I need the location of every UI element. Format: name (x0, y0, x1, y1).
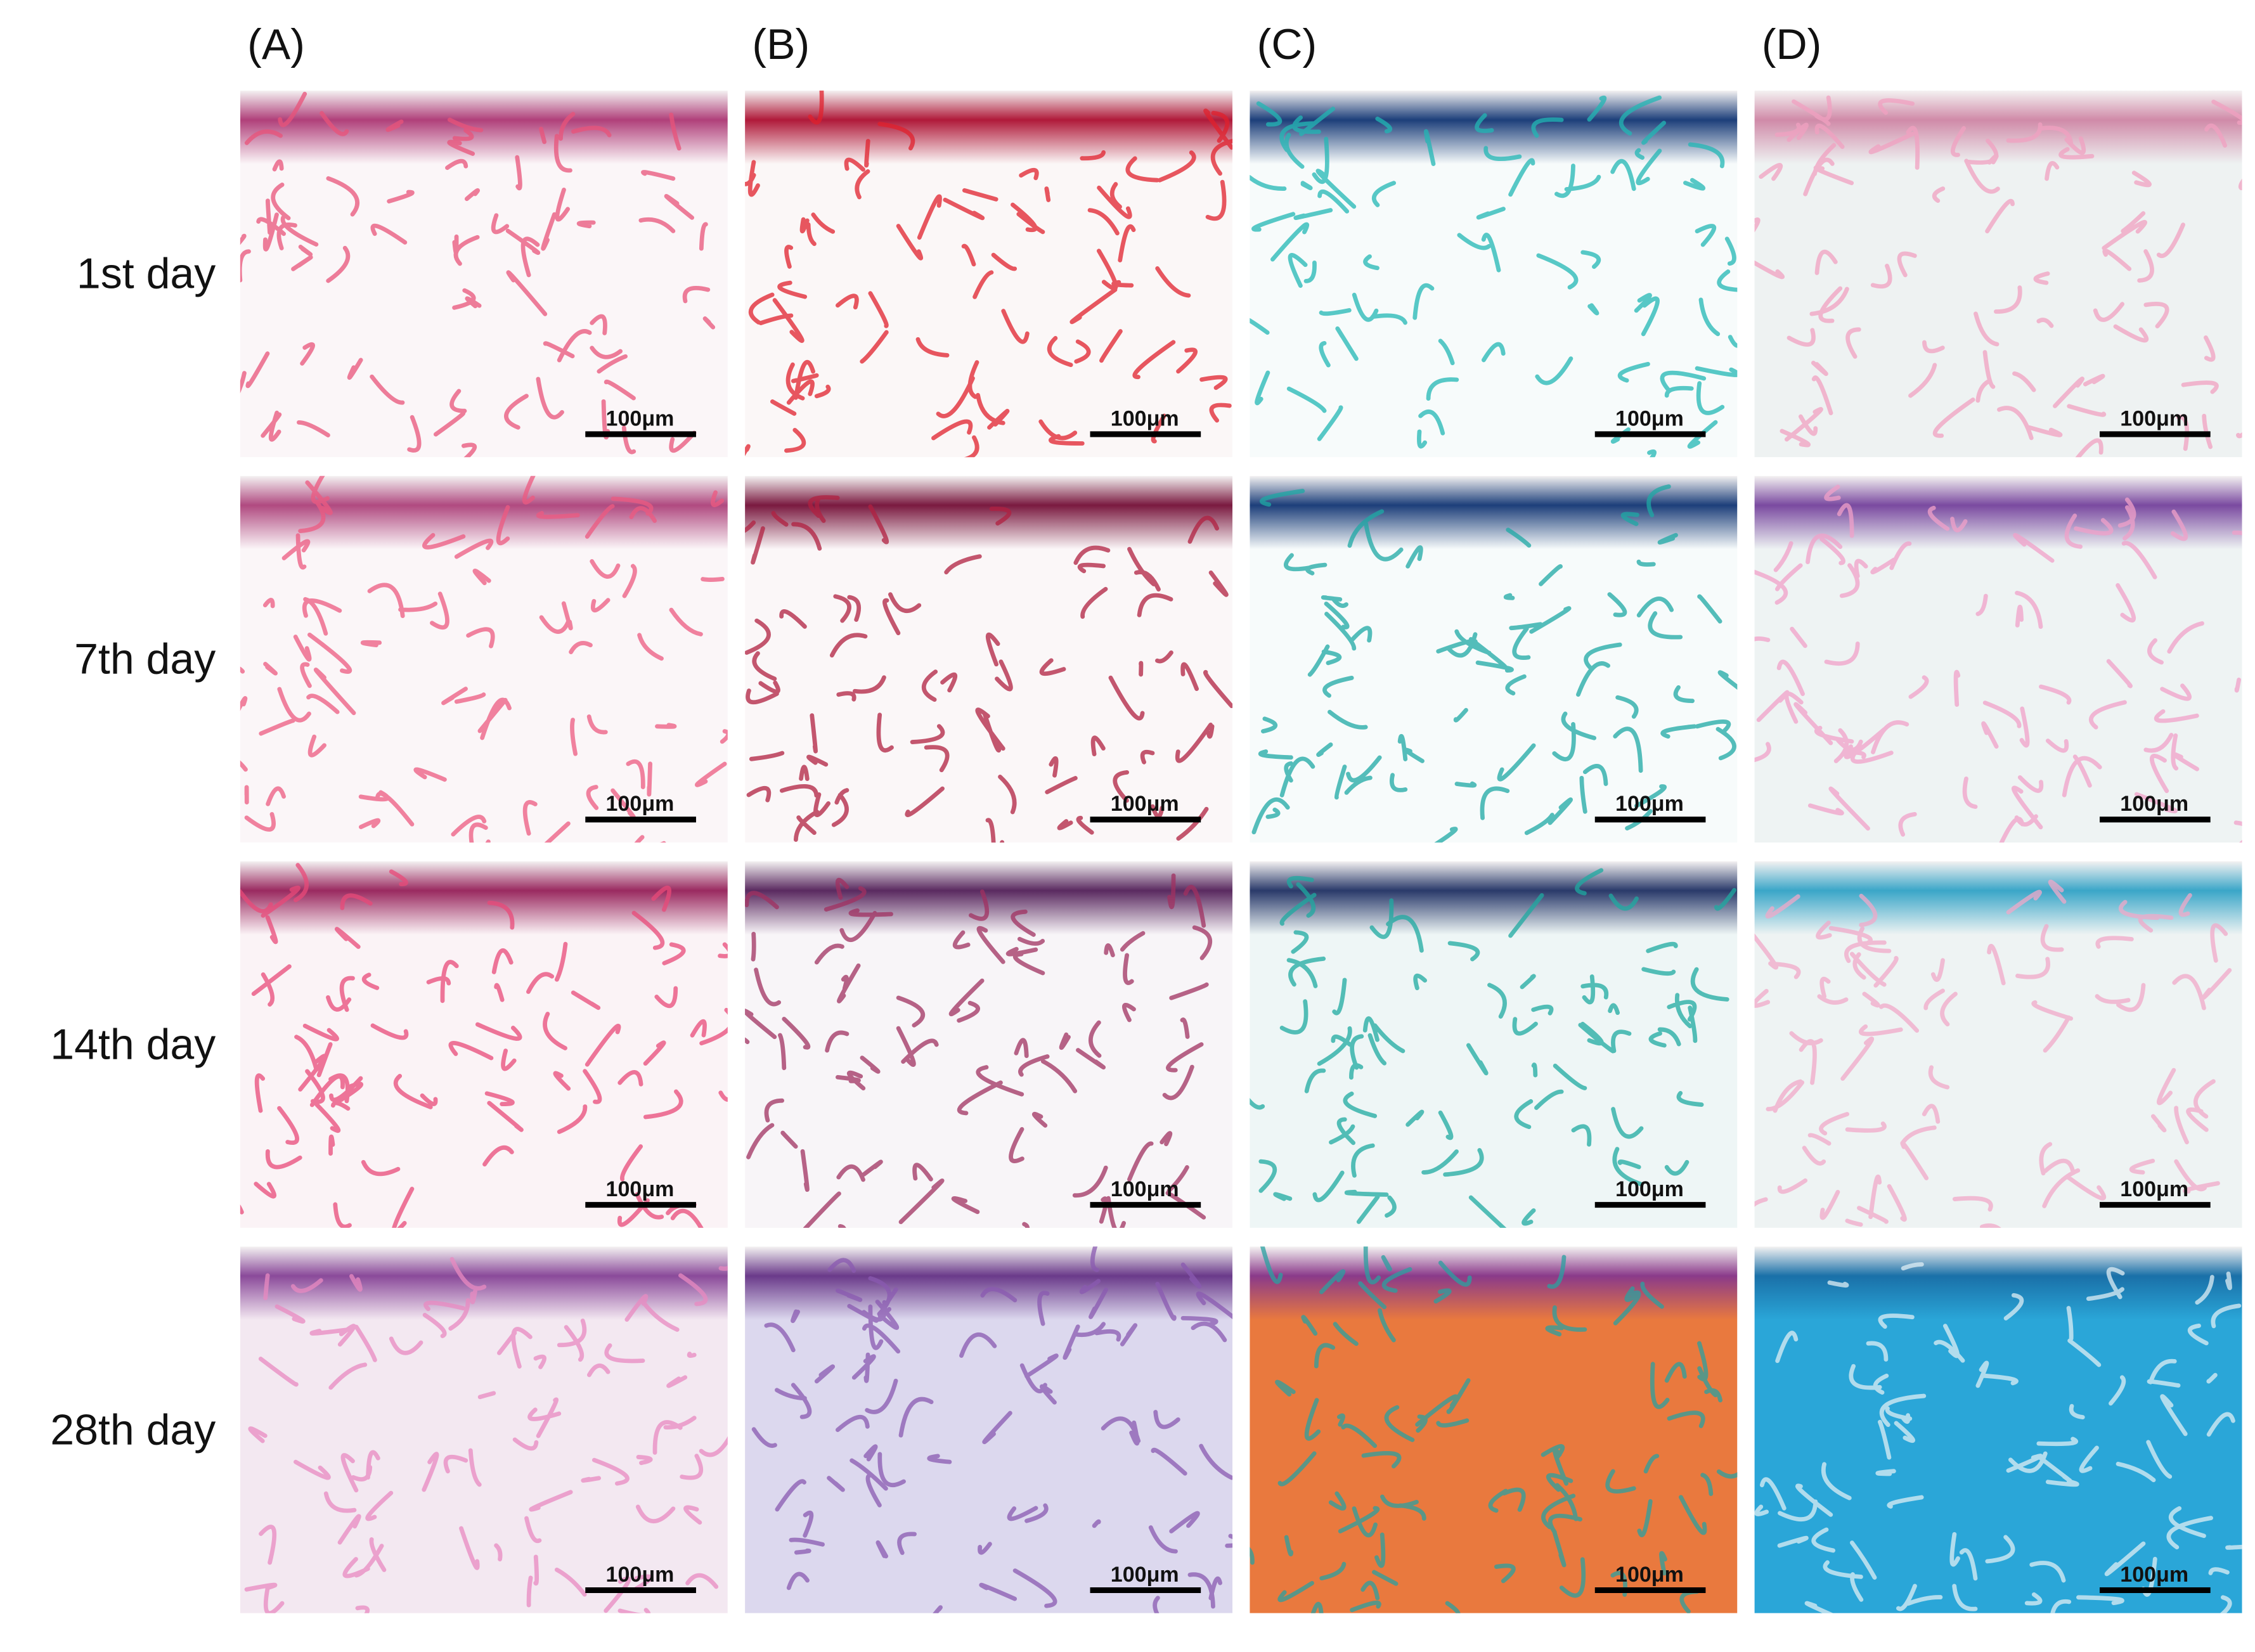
scale-bar-label: 100μm (2120, 1177, 2188, 1201)
micrograph: 100μm (240, 861, 728, 1228)
micrograph: 100μm (1250, 861, 1738, 1228)
micrograph-background (1250, 90, 1738, 458)
micrograph-background (240, 90, 728, 458)
micrograph-background (745, 1246, 1233, 1613)
tissue-strands (240, 91, 716, 458)
micrograph: 100μm (1250, 90, 1738, 458)
micrograph: 100μm (1754, 475, 2242, 843)
scale-bar-label: 100μm (606, 1563, 675, 1587)
micrograph-background (1754, 1246, 2242, 1613)
micrograph-background (1250, 1246, 1738, 1613)
scale-bar-label: 100μm (2120, 1563, 2188, 1587)
tissue-strands (745, 873, 1213, 1228)
micrograph-background (745, 861, 1233, 1228)
column-label: (A) (247, 20, 305, 68)
tissue-strands (745, 495, 1233, 843)
micrograph: 100μm (1754, 1246, 2242, 1613)
tissue-strands (1754, 95, 2242, 458)
tissue-strands (1250, 1246, 1738, 1613)
tissue-strands (751, 1246, 1233, 1613)
micrograph: 100μm (745, 1246, 1233, 1613)
scale-bar-label: 100μm (1615, 792, 1684, 816)
micrograph-background (240, 475, 728, 843)
scale-bar-label: 100μm (1615, 1177, 1684, 1201)
column-label: (D) (1762, 20, 1821, 68)
micrograph: 100μm (240, 1246, 728, 1613)
tissue-strands (1250, 95, 1738, 458)
micrograph: 100μm (240, 90, 728, 458)
micrograph-background (240, 1246, 728, 1613)
micrograph-background (1754, 475, 2242, 843)
micrograph-background (745, 475, 1233, 843)
scale-bar-label: 100μm (606, 792, 675, 816)
micrograph: 100μm (745, 90, 1233, 458)
micrograph: 100μm (1250, 475, 1738, 843)
scale-bar-label: 100μm (1111, 792, 1179, 816)
micrograph: 100μm (1250, 1246, 1738, 1613)
column-label: (B) (752, 20, 810, 68)
scale-bar-label: 100μm (2120, 792, 2188, 816)
row-label: 28th day (50, 1405, 216, 1454)
tissue-strands (1250, 868, 1736, 1228)
tissue-strands (244, 1256, 728, 1613)
scale-bar-label: 100μm (1111, 406, 1179, 430)
tissue-strands (240, 475, 728, 843)
micrograph-background (1754, 861, 2242, 1228)
micrograph: 100μm (1754, 861, 2242, 1228)
scale-bar-label: 100μm (606, 1177, 675, 1201)
scale-bar-label: 100μm (1111, 1563, 1179, 1587)
tissue-strands (1754, 484, 2242, 843)
tissue-strands (1754, 879, 2232, 1228)
micrograph: 100μm (745, 861, 1233, 1228)
row-label: 7th day (74, 635, 216, 683)
micrograph: 100μm (240, 475, 728, 843)
scale-bar-label: 100μm (1615, 1563, 1684, 1587)
scale-bar-label: 100μm (1111, 1177, 1179, 1201)
row-label: 1st day (77, 250, 216, 298)
row-label: 14th day (50, 1020, 216, 1068)
scale-bar-label: 100μm (606, 406, 675, 430)
micrograph-background (240, 861, 728, 1228)
micrograph: 100μm (745, 475, 1233, 843)
scale-bar-label: 100μm (1615, 406, 1684, 430)
column-label: (C) (1257, 20, 1317, 68)
tissue-strands (745, 90, 1233, 458)
scale-bar-label: 100μm (2120, 406, 2188, 430)
micrograph: 100μm (1754, 90, 2242, 458)
micrograph-background (1754, 90, 2242, 458)
